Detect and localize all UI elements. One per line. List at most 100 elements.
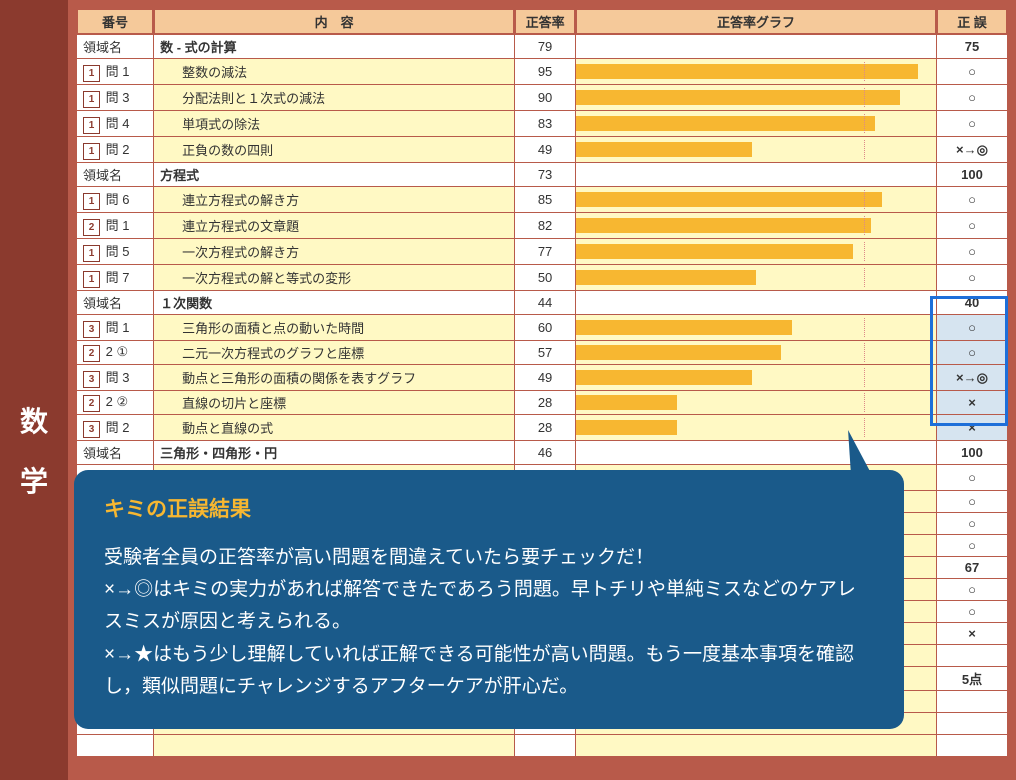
item-row: 1 問 1整数の減法95○ bbox=[77, 59, 1007, 84]
area-name-cell: １次関数 bbox=[154, 291, 514, 314]
trailing-result-cell bbox=[937, 645, 1007, 666]
item-result-cell: ○ bbox=[937, 111, 1007, 136]
graph-cell bbox=[576, 213, 936, 238]
rate-bar bbox=[576, 244, 853, 259]
area-rate-cell: 44 bbox=[515, 291, 575, 314]
item-num-cell: 3 問 2 bbox=[77, 415, 153, 440]
item-num-text: 2 ② bbox=[102, 394, 128, 409]
item-num-cell: 1 問 4 bbox=[77, 111, 153, 136]
item-text-cell: 単項式の除法 bbox=[154, 111, 514, 136]
area-label-cell: 領域名 bbox=[77, 291, 153, 314]
callout-body: 受験者全員の正答率が高い問題を間違えていたら要チェックだ！×→◎はキミの実力があ… bbox=[104, 542, 874, 703]
item-row: 3 問 3動点と三角形の面積の関係を表すグラフ49×→◎ bbox=[77, 365, 1007, 390]
trailing-result-cell: 67 bbox=[937, 557, 1007, 578]
item-rate-cell: 82 bbox=[515, 213, 575, 238]
trailing-result-cell bbox=[937, 735, 1007, 756]
area-row: 領域名三角形・四角形・円46100 bbox=[77, 441, 1007, 464]
question-set-icon: 1 bbox=[83, 143, 100, 160]
graph-cell bbox=[576, 341, 936, 364]
question-set-icon: 3 bbox=[83, 321, 100, 338]
area-rate-cell: 46 bbox=[515, 441, 575, 464]
item-num-cell: 3 問 1 bbox=[77, 315, 153, 340]
item-text-cell: 動点と三角形の面積の関係を表すグラフ bbox=[154, 365, 514, 390]
rate-bar bbox=[576, 192, 882, 207]
item-row: 2 問 1連立方程式の文章題82○ bbox=[77, 213, 1007, 238]
area-rate-cell: 79 bbox=[515, 35, 575, 58]
item-result-cell: ○ bbox=[937, 239, 1007, 264]
item-rate-cell: 95 bbox=[515, 59, 575, 84]
item-num-text: 問 4 bbox=[102, 116, 129, 131]
area-result-cell: 75 bbox=[937, 35, 1007, 58]
item-row: 1 問 7一次方程式の解と等式の変形50○ bbox=[77, 265, 1007, 290]
graph-cell bbox=[576, 85, 936, 110]
item-rate-cell: 85 bbox=[515, 187, 575, 212]
item-result-cell: × bbox=[937, 391, 1007, 414]
area-result-cell: 40 bbox=[937, 291, 1007, 314]
question-set-icon: 1 bbox=[83, 91, 100, 108]
item-row: 1 問 3分配法則と１次式の減法90○ bbox=[77, 85, 1007, 110]
blank-cell bbox=[515, 735, 575, 756]
item-text-cell: 直線の切片と座標 bbox=[154, 391, 514, 414]
trailing-result-cell: ○ bbox=[937, 535, 1007, 556]
item-text-cell: 一次方程式の解き方 bbox=[154, 239, 514, 264]
question-set-icon: 1 bbox=[83, 271, 100, 288]
trailing-result-cell: ○ bbox=[937, 513, 1007, 534]
item-num-text: 問 7 bbox=[102, 270, 129, 285]
question-set-icon: 3 bbox=[83, 371, 100, 388]
item-num-text: 問 3 bbox=[102, 90, 129, 105]
item-rate-cell: 90 bbox=[515, 85, 575, 110]
item-num-cell: 1 問 5 bbox=[77, 239, 153, 264]
trailing-result-cell: ○ bbox=[937, 491, 1007, 512]
item-num-cell: 2 問 1 bbox=[77, 213, 153, 238]
item-num-text: 問 1 bbox=[102, 320, 129, 335]
item-num-cell: 3 問 3 bbox=[77, 365, 153, 390]
graph-cell bbox=[576, 415, 936, 440]
graph-cell bbox=[576, 291, 936, 314]
graph-cell bbox=[576, 163, 936, 186]
question-set-icon: 1 bbox=[83, 245, 100, 262]
area-name-cell: 数 - 式の計算 bbox=[154, 35, 514, 58]
item-row: 1 問 4単項式の除法83○ bbox=[77, 111, 1007, 136]
item-num-cell: 2 2 ① bbox=[77, 341, 153, 364]
area-result-cell: 100 bbox=[937, 163, 1007, 186]
item-result-cell: ×→◎ bbox=[937, 137, 1007, 162]
area-label-cell: 領域名 bbox=[77, 441, 153, 464]
trailing-result-cell: ○ bbox=[937, 579, 1007, 600]
question-set-icon: 2 bbox=[83, 219, 100, 236]
trailing-result-cell: × bbox=[937, 623, 1007, 644]
item-result-cell: ○ bbox=[937, 465, 1007, 490]
item-result-cell: ○ bbox=[937, 341, 1007, 364]
item-row: 1 問 5一次方程式の解き方77○ bbox=[77, 239, 1007, 264]
item-num-cell: 1 問 6 bbox=[77, 187, 153, 212]
item-num-text: 問 5 bbox=[102, 244, 129, 259]
item-text-cell: 正負の数の四則 bbox=[154, 137, 514, 162]
header-result: 正 誤 bbox=[937, 9, 1007, 34]
item-row: 3 問 1三角形の面積と点の動いた時間60○ bbox=[77, 315, 1007, 340]
item-num-text: 問 3 bbox=[102, 370, 129, 385]
item-rate-cell: 50 bbox=[515, 265, 575, 290]
item-num-cell: 2 2 ② bbox=[77, 391, 153, 414]
item-num-cell: 1 問 2 bbox=[77, 137, 153, 162]
question-set-icon: 1 bbox=[83, 117, 100, 134]
callout-title: キミの正誤結果 bbox=[104, 492, 874, 528]
item-row: 1 問 2正負の数の四則49×→◎ bbox=[77, 137, 1007, 162]
graph-cell bbox=[576, 365, 936, 390]
item-text-cell: 分配法則と１次式の減法 bbox=[154, 85, 514, 110]
item-result-cell: ×→◎ bbox=[937, 365, 1007, 390]
trailing-result-cell bbox=[937, 691, 1007, 712]
header-rate: 正答率 bbox=[515, 9, 575, 34]
item-num-text: 2 ① bbox=[102, 344, 128, 359]
question-set-icon: 1 bbox=[83, 65, 100, 82]
item-row: 2 2 ①二元一次方程式のグラフと座標57○ bbox=[77, 341, 1007, 364]
item-num-cell: 1 問 3 bbox=[77, 85, 153, 110]
area-label-cell: 領域名 bbox=[77, 35, 153, 58]
area-name-cell: 三角形・四角形・円 bbox=[154, 441, 514, 464]
question-set-icon: 2 bbox=[83, 345, 100, 362]
item-result-cell: ○ bbox=[937, 315, 1007, 340]
rate-bar bbox=[576, 116, 875, 131]
area-label-cell: 領域名 bbox=[77, 163, 153, 186]
item-rate-cell: 49 bbox=[515, 365, 575, 390]
item-result-cell: × bbox=[937, 415, 1007, 440]
rate-bar bbox=[576, 64, 918, 79]
trailing-row bbox=[77, 735, 1007, 756]
